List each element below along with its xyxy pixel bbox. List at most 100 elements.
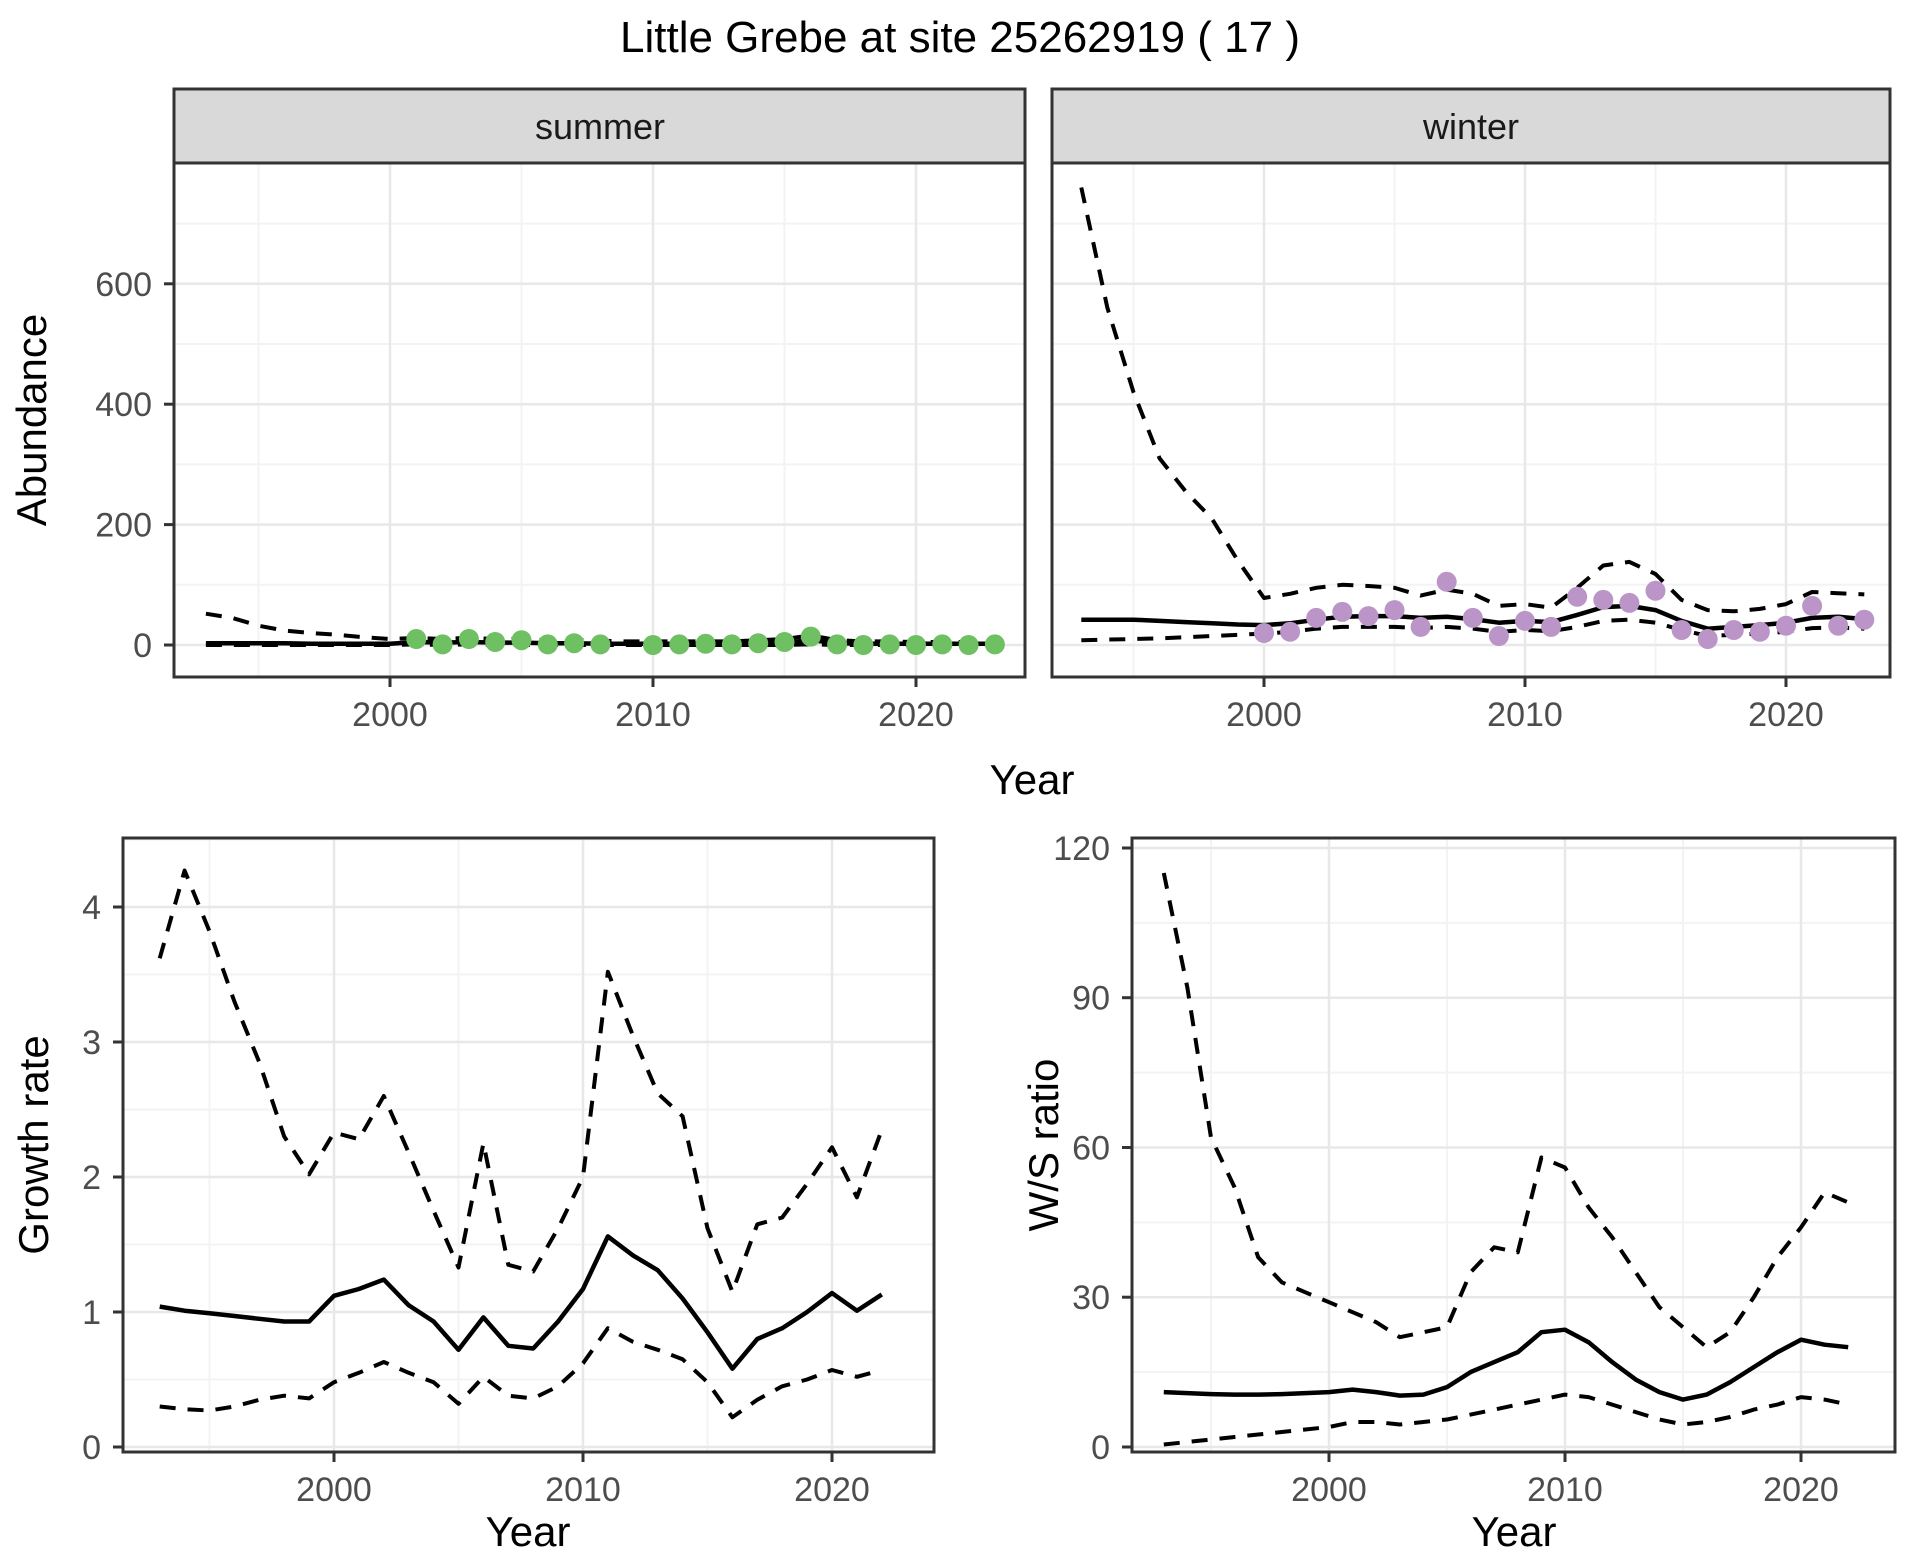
abundance-summer-point xyxy=(774,632,795,652)
abundance-winter-point xyxy=(1749,621,1770,642)
y-tick-label: 30 xyxy=(1072,1279,1110,1317)
y-tick-label: 4 xyxy=(82,889,101,927)
abundance-summer-point xyxy=(958,635,979,655)
ws-year-axis-title: Year xyxy=(1472,1508,1557,1555)
x-tick-label: 2020 xyxy=(1763,1471,1839,1509)
x-tick-label: 2010 xyxy=(615,696,691,734)
abundance-summer-point xyxy=(564,633,585,654)
abundance-summer-point xyxy=(406,629,427,649)
abundance-winter-point xyxy=(1332,601,1353,622)
abundance-winter-point xyxy=(1280,621,1301,642)
y-tick-label: 90 xyxy=(1072,980,1110,1018)
x-tick-label: 2020 xyxy=(1748,696,1824,734)
abundance-summer-point xyxy=(984,634,1005,655)
abundance-summer-point xyxy=(485,632,506,652)
abundance-summer-point xyxy=(932,634,953,655)
y-tick-label: 0 xyxy=(1091,1429,1110,1467)
gridlines xyxy=(1132,838,1895,1452)
x-tick-label: 2010 xyxy=(1487,696,1563,734)
top-year-axis-title: Year xyxy=(990,756,1075,803)
abundance-summer-point xyxy=(906,635,926,655)
abundance-winter-point xyxy=(1306,607,1327,628)
y-tick-label: 400 xyxy=(95,386,152,424)
x-tick-label: 2020 xyxy=(878,696,954,734)
upper-ci-line xyxy=(1079,187,1865,614)
panel-border xyxy=(172,161,1027,679)
abundance-winter-point xyxy=(1358,606,1379,627)
y-tick-label: 120 xyxy=(1053,830,1110,868)
y-tick-label: 2 xyxy=(82,1159,101,1197)
y-tick-label: 0 xyxy=(82,1429,101,1467)
labels-layer: Little Grebe at site 25262919 ( 17 ) sum… xyxy=(8,13,1556,1555)
gridlines xyxy=(174,163,1025,677)
panel-abundance-winter: 2000 2010 2020 xyxy=(1050,87,1892,734)
growth-year-axis-title: Year xyxy=(486,1508,571,1555)
abundance-winter-point xyxy=(1828,615,1849,636)
series-layer xyxy=(1079,187,1875,649)
upper-ci-line xyxy=(1161,872,1849,1350)
y-tick-label: 1 xyxy=(82,1294,101,1332)
abundance-winter-point xyxy=(1462,607,1483,628)
abundance-summer-point xyxy=(748,633,769,654)
abundance-winter-point xyxy=(1645,580,1666,601)
abundance-winter-point xyxy=(1619,592,1640,613)
axis-ticks: 2000 2010 2020 0 30 60 90 120 xyxy=(1053,830,1839,1509)
panel-ws-ratio: 2000 2010 2020 0 30 60 90 120 xyxy=(1053,830,1897,1509)
lower-ci-line xyxy=(159,1326,883,1420)
median-line xyxy=(159,1234,884,1371)
x-tick-label: 2010 xyxy=(1527,1471,1603,1509)
panel-border xyxy=(121,836,936,1454)
y-tick-label: 0 xyxy=(133,627,152,665)
abundance-winter-point xyxy=(1410,616,1431,637)
abundance-winter-point xyxy=(1697,629,1718,649)
abundance-winter-point xyxy=(1854,609,1875,630)
abundance-summer-point xyxy=(800,626,821,647)
abundance-summer-point xyxy=(669,634,690,655)
gridlines xyxy=(123,838,934,1452)
panel-growth-rate: 2000 2010 2020 0 1 2 3 4 xyxy=(82,836,936,1509)
axis-ticks: 2000 2010 2020 0 1 2 3 4 xyxy=(82,889,870,1509)
abundance-winter-point xyxy=(1776,615,1796,636)
x-tick-label: 2000 xyxy=(352,696,428,734)
x-tick-label: 2000 xyxy=(1291,1471,1367,1509)
x-tick-label: 2010 xyxy=(545,1471,621,1509)
abundance-summer-point xyxy=(879,634,900,655)
abundance-axis-title: Abundance xyxy=(8,314,55,527)
abundance-winter-point xyxy=(1567,586,1588,607)
facet-strip xyxy=(1050,87,1892,165)
y-tick-label: 60 xyxy=(1072,1130,1110,1168)
abundance-summer-point xyxy=(695,633,716,654)
panel-abundance-summer: 2000 2010 2020 0 200 400 600 xyxy=(95,87,1027,734)
abundance-winter-point xyxy=(1515,610,1535,631)
abundance-winter-point xyxy=(1802,595,1823,616)
series-layer xyxy=(1161,872,1849,1447)
x-tick-label: 2000 xyxy=(1226,696,1302,734)
x-tick-label: 2020 xyxy=(794,1471,870,1509)
abundance-winter-point xyxy=(1254,623,1274,643)
y-tick-label: 3 xyxy=(82,1024,101,1062)
series-layer xyxy=(157,868,884,1420)
series-layer xyxy=(205,611,1005,655)
abundance-summer-point xyxy=(827,634,848,655)
figure-title: Little Grebe at site 25262919 ( 17 ) xyxy=(620,13,1300,62)
abundance-summer-point xyxy=(643,635,663,655)
abundance-winter-point xyxy=(1541,616,1562,637)
abundance-winter-point xyxy=(1384,600,1405,621)
abundance-summer-point xyxy=(432,634,453,655)
abundance-winter-point xyxy=(1488,626,1509,646)
panel-border xyxy=(1050,161,1892,679)
abundance-winter-point xyxy=(1671,620,1692,640)
abundance-summer-point xyxy=(590,634,611,655)
axis-ticks: 2000 2010 2020 xyxy=(1226,677,1824,734)
growth-rate-axis-title: Growth rate xyxy=(10,1035,57,1254)
abundance-winter-point xyxy=(1593,589,1614,610)
abundance-winter-point xyxy=(1723,620,1744,640)
y-tick-label: 200 xyxy=(95,507,152,545)
abundance-summer-point xyxy=(721,634,742,655)
abundance-winter-point xyxy=(1436,571,1457,592)
y-tick-label: 600 xyxy=(95,266,152,304)
x-tick-label: 2000 xyxy=(296,1471,372,1509)
ws-ratio-axis-title: W/S ratio xyxy=(1020,1059,1067,1232)
